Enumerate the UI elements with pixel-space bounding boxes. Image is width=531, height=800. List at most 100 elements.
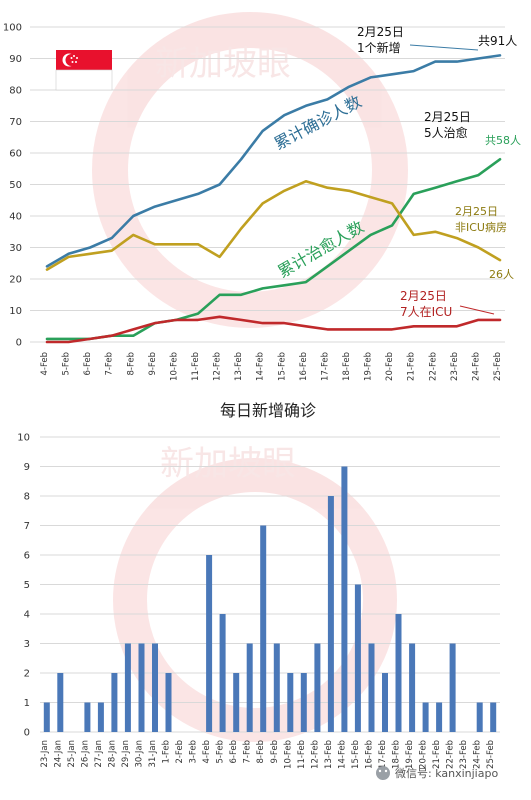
line-chart-y-tick: 60 [9,149,22,160]
bar-chart-y-tick: 8 [24,492,30,503]
annotation-icu-arrow [459,305,495,315]
bar [341,466,348,732]
bar-chart-x-tick: 22-Feb [446,740,456,769]
bar [206,555,213,732]
bar-chart: 每日新增确诊 0 1 2 3 4 5 6 7 8 9 10 23-Jan 24-Jan 25-Jan 26… [17,401,500,769]
bar-chart-x-tick: 29-Jan [121,740,131,767]
bar-chart-x-tick: 28-Jan [107,740,117,767]
bar-chart-x-tick: 19-Feb [405,740,415,769]
bar [219,614,226,732]
bar-chart-x-tick: 13-Feb [324,740,334,769]
bar [138,643,145,732]
bar-chart-x-tick: 14-Feb [337,740,347,769]
line-chart-x-ticks: 4-Feb 5-Feb 6-Feb 7-Feb 8-Feb 9-Feb 10-Feb 11-F… [40,352,503,381]
line-chart-x-tick: 24-Feb [471,352,481,381]
bar-chart-x-tick: 27-Jan [94,740,104,767]
bar [57,673,64,732]
line-series-confirmed [45,54,502,268]
line-chart-x-tick: 18-Feb [342,352,352,381]
line-chart-y-tick: 30 [9,243,22,254]
bar-chart-y-tick: 9 [24,462,30,473]
line-chart-y-tick: 80 [9,86,22,97]
line-chart-y-tick: 90 [9,54,22,65]
bar-chart-y-tick: 10 [17,433,30,444]
annotation-ward-note: 非ICU病房 [455,220,507,234]
singapore-flag-icon [55,50,113,91]
bar [327,496,334,732]
bar-chart-x-tick: 1-Feb [162,740,172,764]
line-chart-y-tick: 10 [9,306,22,317]
bar [273,643,280,732]
bar [314,643,321,732]
annotation-icu-date: 2月25日 [400,289,447,303]
bar [368,643,375,732]
line-chart-series [45,54,502,344]
wechat-footer: 微信号: kanxinjiapo [376,766,498,780]
bar-chart-x-tick: 31-Jan [148,740,158,767]
watermark-top: 新加坡眼 [92,12,408,328]
bar [422,702,429,732]
bar-chart-x-ticks: 23-Jan 24-Jan 25-Jan 26-Jan 27-Jan 28-Jan 29-J… [40,740,496,769]
line-chart-x-tick: 5-Feb [62,352,72,376]
bar-chart-bars [43,466,497,732]
bar-chart-y-tick: 1 [24,698,30,709]
bar [436,702,443,732]
bar-chart-x-tick: 17-Feb [378,740,388,769]
line-chart-x-tick: 16-Feb [299,352,309,381]
line-chart-y-tick: 20 [9,275,22,286]
annotation-recovered-note: 5人治愈 [424,125,468,140]
bar-chart-x-tick: 23-Feb [459,740,469,769]
line-chart-x-tick: 17-Feb [320,352,330,381]
bar-chart-x-tick: 6-Feb [229,740,239,764]
line-chart-y-tick: 0 [16,338,22,349]
bar-chart-x-tick: 21-Feb [432,740,442,769]
bar-chart-y-tick: 6 [24,551,30,562]
line-chart-x-tick: 6-Feb [83,352,93,376]
bar-chart-x-tick: 26-Jan [80,740,90,767]
bar [246,643,253,732]
bar-chart-x-tick: 7-Feb [243,740,253,764]
bar-chart-y-tick: 7 [24,521,30,532]
bar-chart-x-tick: 8-Feb [256,740,266,764]
watermark-bottom: 新加坡眼 [113,444,397,742]
bar-chart-x-tick: 10-Feb [283,740,293,769]
wechat-icon [376,766,390,780]
bar-chart-title: 每日新增确诊 [220,401,316,420]
bar-chart-x-tick: 11-Feb [297,740,307,769]
bar-chart-x-tick: 2-Feb [175,740,185,764]
bar-chart-x-tick: 3-Feb [189,740,199,764]
line-series-non-icu [45,180,502,271]
bar-chart-x-tick: 18-Feb [392,740,402,769]
bar [84,702,91,732]
bar [287,673,294,732]
annotation-icu-note: 7人在ICU [400,305,452,319]
bar [490,702,497,732]
bar [476,702,483,732]
annotation-ward-date: 2月25日 [455,205,498,218]
annotation-recovered-date: 2月25日 [424,110,471,124]
bar [152,643,158,732]
bar [354,584,361,732]
bar-chart-x-tick: 9-Feb [270,740,280,764]
bar [449,643,456,732]
line-series-icu [45,315,502,344]
annotation-confirmed-total: 共91人 [478,34,517,48]
bar [409,643,416,732]
bar [165,673,172,732]
line-chart-x-tick: 21-Feb [407,352,417,381]
annotation-confirmed-note: 1个新增 [357,40,401,55]
line-chart-x-tick: 12-Feb [213,352,223,381]
bar-chart-x-tick: 15-Feb [351,740,361,769]
bar-chart-x-tick: 25-Feb [486,740,496,769]
bar-chart-x-tick: 23-Jan [40,740,50,767]
line-chart-x-tick: 8-Feb [126,352,136,376]
annotation-ward-total: 26人 [489,268,514,281]
line-chart-x-tick: 19-Feb [364,352,374,381]
line-series-recovered [45,158,502,341]
annotation-confirmed-arrow [409,44,479,51]
line-chart-y-tick: 100 [3,23,22,34]
line-chart-x-tick: 9-Feb [148,352,158,376]
bar-chart-x-tick: 24-Feb [473,740,483,769]
bar-chart-x-tick: 16-Feb [364,740,374,769]
bar [97,702,104,732]
